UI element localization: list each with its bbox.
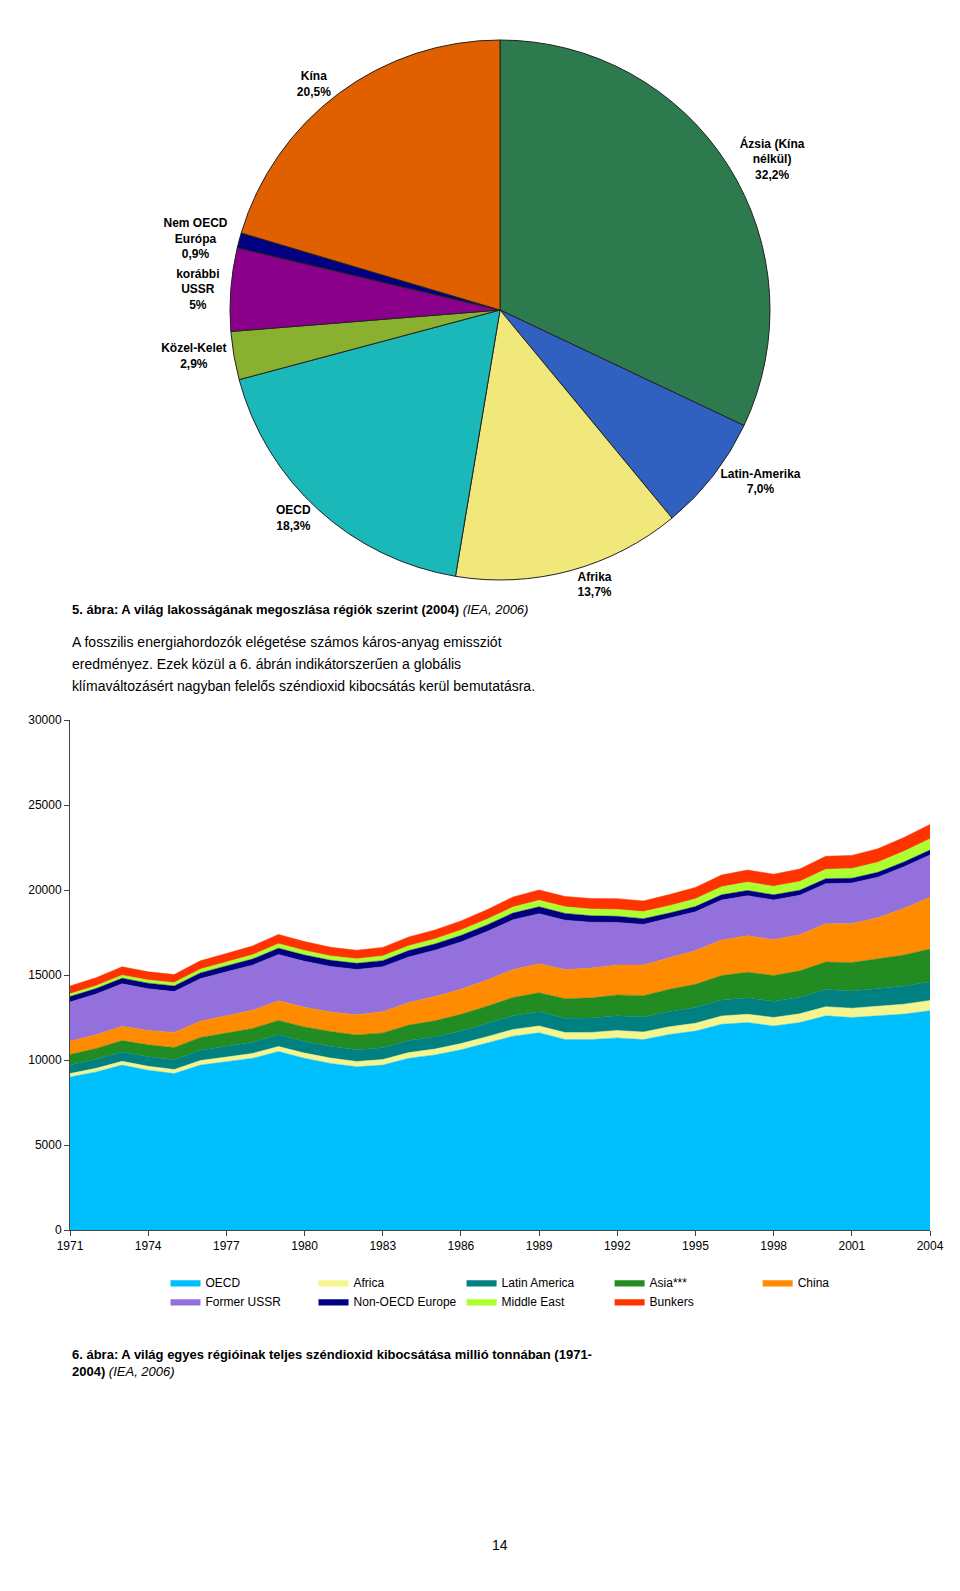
svg-text:Közel-Kelet2,9%: Közel-Kelet2,9% [161,341,226,371]
svg-text:2001: 2001 [838,1239,865,1253]
svg-text:2004: 2004 [917,1239,944,1253]
svg-text:Nem OECDEurópa0,9%: Nem OECDEurópa0,9% [163,216,227,261]
svg-text:1989: 1989 [526,1239,553,1253]
svg-text:1977: 1977 [213,1239,240,1253]
svg-text:klímaváltozásért nagyban felel: klímaváltozásért nagyban felelős széndio… [72,678,535,694]
svg-text:China: China [798,1276,830,1290]
svg-text:Ázsia (Kínanélkül)32,2%: Ázsia (Kínanélkül)32,2% [740,136,805,182]
svg-text:20000: 20000 [28,883,62,897]
svg-text:Middle East: Middle East [502,1295,565,1309]
svg-text:Asia***: Asia*** [650,1276,688,1290]
svg-text:Bunkers: Bunkers [650,1295,694,1309]
svg-text:OECD: OECD [206,1276,241,1290]
svg-text:25000: 25000 [28,798,62,812]
svg-text:Afrika13,7%: Afrika13,7% [577,570,611,600]
svg-text:14: 14 [492,1537,508,1553]
svg-text:1974: 1974 [135,1239,162,1253]
svg-text:5. ábra: A világ lakosságának: 5. ábra: A világ lakosságának megoszlása… [72,602,528,617]
svg-text:Latin America: Latin America [502,1276,575,1290]
svg-text:Former USSR: Former USSR [206,1295,282,1309]
svg-text:OECD18,3%: OECD18,3% [276,503,311,533]
svg-text:1998: 1998 [760,1239,787,1253]
svg-text:Kína20,5%: Kína20,5% [297,69,331,99]
svg-text:eredményez. Ezek közül a 6. áb: eredményez. Ezek közül a 6. ábrán indiká… [72,656,461,672]
svg-text:Latin-Amerika7,0%: Latin-Amerika7,0% [721,467,801,497]
svg-text:Non-OECD Europe: Non-OECD Europe [354,1295,457,1309]
svg-text:6. ábra: A világ egyes régióin: 6. ábra: A világ egyes régióinak teljes … [72,1347,592,1379]
svg-text:5000: 5000 [35,1138,62,1152]
svg-text:15000: 15000 [28,968,62,982]
svg-text:1986: 1986 [448,1239,475,1253]
svg-text:10000: 10000 [28,1053,62,1067]
svg-text:korábbiUSSR5%: korábbiUSSR5% [176,267,219,312]
svg-text:A fosszilis energiahordozók el: A fosszilis energiahordozók elégetése sz… [72,634,502,650]
svg-text:1980: 1980 [291,1239,318,1253]
svg-text:1971: 1971 [57,1239,84,1253]
svg-text:30000: 30000 [28,713,62,727]
svg-text:1983: 1983 [369,1239,396,1253]
svg-text:0: 0 [55,1223,62,1237]
svg-text:1995: 1995 [682,1239,709,1253]
svg-text:1992: 1992 [604,1239,631,1253]
svg-text:Africa: Africa [354,1276,385,1290]
